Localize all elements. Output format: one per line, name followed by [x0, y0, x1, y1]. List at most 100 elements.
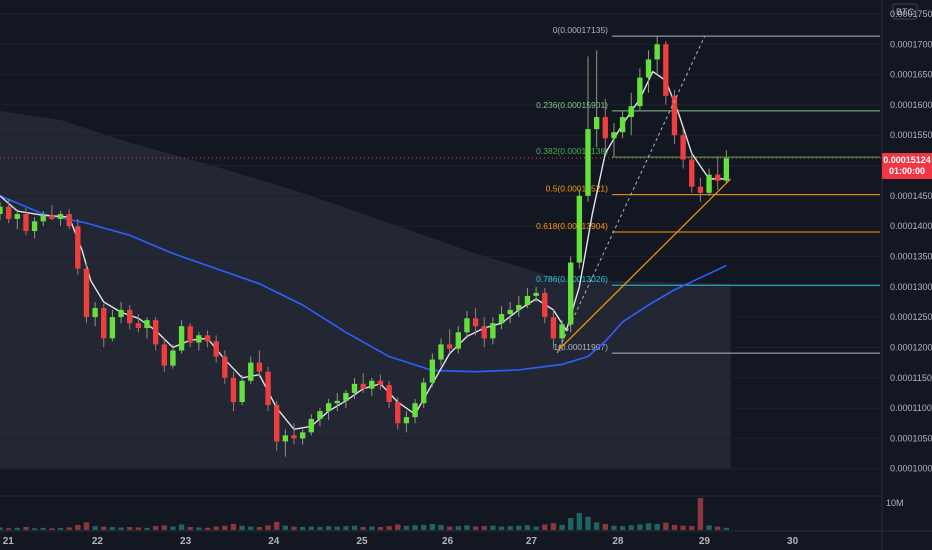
- candles: [0, 36, 730, 457]
- volume-bar: [576, 512, 583, 530]
- volume-bar: [438, 524, 444, 530]
- volume-bar: [213, 526, 219, 530]
- candle-body: [559, 324, 565, 339]
- candle-body: [334, 400, 340, 404]
- candle-body: [127, 309, 133, 324]
- volume-bar: [377, 527, 384, 530]
- candle-body: [308, 418, 314, 433]
- candle-body: [455, 332, 461, 349]
- candle-body: [49, 215, 55, 219]
- volume-bar: [127, 527, 133, 530]
- candle-body: [472, 318, 479, 327]
- volume-bar: [490, 525, 496, 530]
- volume-bar: [152, 526, 159, 530]
- volume-bar: [83, 522, 90, 530]
- candle-body: [343, 392, 349, 401]
- candle-body: [152, 320, 159, 345]
- candle-body: [14, 214, 20, 219]
- candle-body: [723, 158, 730, 181]
- candle-body: [663, 44, 669, 96]
- time-tick-label: 23: [180, 536, 192, 547]
- volume-bar: [256, 527, 263, 530]
- candle-body: [490, 323, 496, 339]
- volume-bar: [230, 524, 237, 530]
- candle-body: [593, 117, 600, 130]
- candle-body: [5, 206, 12, 219]
- time-tick-label: 25: [356, 536, 368, 547]
- volume-bar: [611, 525, 617, 530]
- candle-body: [282, 435, 289, 442]
- candle-body: [377, 380, 384, 386]
- volume-bar: [421, 524, 427, 530]
- candle-body: [611, 132, 617, 139]
- volume-bar: [498, 526, 505, 530]
- time-tick-label: 21: [3, 536, 15, 547]
- candle-body: [446, 344, 453, 349]
- volume-bar: [135, 527, 142, 530]
- candle-body: [256, 362, 263, 372]
- volume-bar: [542, 524, 548, 530]
- volume-bar: [654, 524, 660, 530]
- volume-bar: [308, 526, 314, 530]
- time-tick-label: 29: [699, 536, 711, 547]
- volume-bar: [57, 527, 64, 530]
- volume-bar: [386, 526, 392, 530]
- trend-lines[interactable]: [556, 35, 732, 354]
- fibonacci-retracement[interactable]: 0(0.00017135) 0.236(0.00015901) 0.382(0.00…: [0, 25, 882, 354]
- volume-bar: [248, 526, 254, 530]
- currency-badge[interactable]: BTC: [892, 3, 918, 20]
- candle-body: [671, 95, 678, 136]
- volume-bar: [239, 525, 245, 530]
- fib-level-label: 0.618(0.00013904): [536, 221, 608, 231]
- volume-bar: [178, 524, 185, 530]
- candle-body: [291, 435, 297, 439]
- candle-body: [481, 326, 487, 339]
- candle-body: [101, 308, 107, 339]
- volume-bar: [14, 527, 20, 530]
- volume-bar: [671, 524, 678, 530]
- candle-body: [524, 295, 531, 305]
- volume-bar: [144, 527, 150, 530]
- volume-bar: [196, 527, 202, 530]
- last-price-value: 0.00015124: [883, 155, 931, 165]
- candle-body: [421, 382, 427, 404]
- volume-bar: [66, 527, 72, 530]
- candle-body: [542, 292, 548, 318]
- volume-bar: [533, 526, 539, 530]
- volume-bar: [568, 518, 574, 530]
- volume-bar: [481, 526, 487, 530]
- candle-body: [299, 432, 306, 439]
- volume-bar: [291, 526, 297, 530]
- candle-body: [75, 226, 81, 269]
- candle-body: [706, 174, 712, 193]
- volume-bar: [715, 526, 721, 530]
- time-tick-label: 28: [612, 536, 624, 547]
- time-tick-label: 24: [268, 536, 280, 547]
- volume-bar: [593, 522, 600, 530]
- candle-body: [602, 117, 608, 139]
- volume-bar: [161, 525, 167, 530]
- volume-bar: [5, 528, 12, 530]
- time-axis[interactable]: 21 22 23 24 25 26 27 28 29 30: [3, 536, 799, 547]
- volume-bar: [351, 525, 358, 530]
- time-tick-label: 22: [92, 536, 104, 547]
- candle-body: [697, 186, 704, 193]
- volume-bar: [317, 527, 323, 530]
- candle-body: [464, 318, 470, 333]
- ribbon-band: [0, 110, 731, 469]
- candle-body: [248, 362, 254, 381]
- candle-body: [576, 195, 583, 263]
- candle-body: [619, 117, 626, 133]
- candle-body: [265, 371, 271, 406]
- volume-bar: [31, 528, 38, 530]
